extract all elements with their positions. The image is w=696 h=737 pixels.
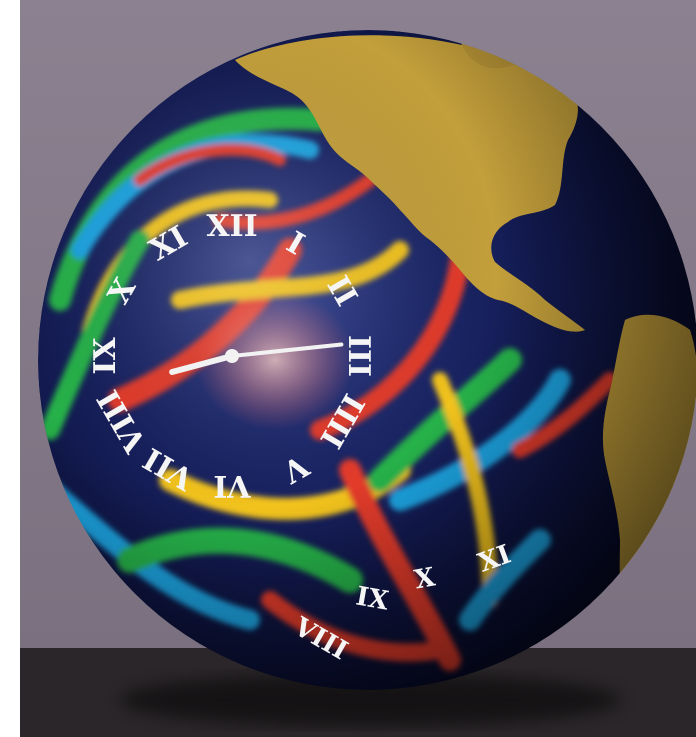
clock-hub (225, 349, 239, 363)
shadow (120, 674, 620, 726)
clock-numeral-iii: III (341, 335, 376, 377)
second-clock-numeral-ix: IX (354, 581, 392, 616)
globe (38, 30, 696, 690)
hour-hand (169, 353, 235, 375)
clock-numeral-ix: IX (88, 337, 123, 375)
clock-numeral-vi: VI (213, 468, 251, 503)
clock-numeral-xii: XII (206, 209, 257, 244)
photo: XII I II III IIII V VI VII VIII IX X XI XI X IX VIII (20, 0, 696, 737)
minute-hand (230, 342, 344, 358)
